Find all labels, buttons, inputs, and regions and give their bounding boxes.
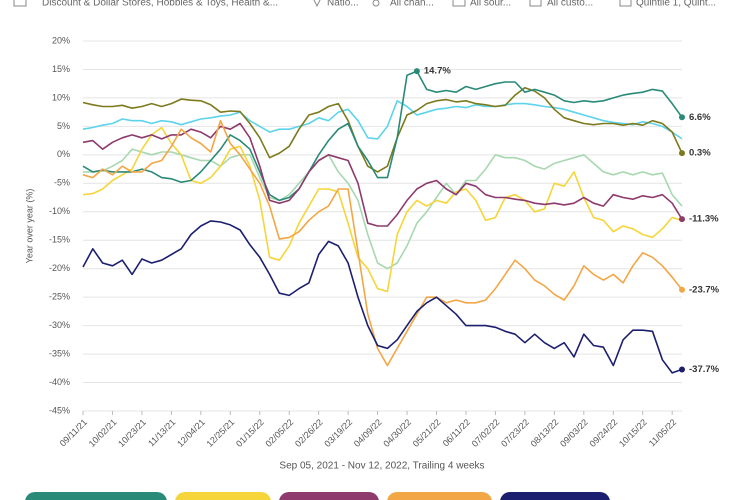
- series-line: [82, 119, 683, 367]
- value-label: -37.7%: [689, 364, 720, 375]
- filter[interactable]: Discount & Dollar Stores, Hobbies & Toys…: [42, 0, 278, 9]
- y-tick-label: -35%: [49, 348, 70, 358]
- x-tick-label: 07/23/22: [499, 417, 531, 449]
- value-label: 6.6%: [689, 112, 711, 123]
- series-line: [82, 70, 683, 202]
- x-tick-label: 03/19/22: [322, 417, 354, 449]
- x-tick-label: 09/03/22: [558, 417, 590, 449]
- y-tick-label: -15%: [49, 235, 70, 245]
- x-tick-label: 10/23/21: [116, 417, 148, 449]
- icon: [313, 0, 321, 8]
- series-line: [82, 220, 683, 374]
- value-label: 0.3%: [689, 148, 711, 159]
- x-tick-label: 05/21/22: [411, 417, 443, 449]
- point-marker: [679, 114, 685, 121]
- filter[interactable]: Natio...: [327, 0, 359, 9]
- y-tick-label: 15%: [52, 64, 70, 74]
- value-label: -11.3%: [689, 214, 719, 225]
- y-tick-label: -20%: [49, 263, 70, 273]
- point-marker: [679, 366, 685, 373]
- x-axis-label: Sep 05, 2021 - Nov 12, 2022, Trailing 4 …: [279, 461, 484, 472]
- x-tick-label: 11/13/21: [146, 417, 177, 448]
- x-tick-label: 01/15/22: [234, 417, 266, 449]
- legend-button[interactable]: [279, 492, 379, 500]
- point-marker: [679, 216, 685, 223]
- y-tick-label: -45%: [49, 405, 70, 415]
- x-tick-label: 09/11/21: [58, 417, 89, 448]
- icon: [452, 0, 466, 7]
- filter[interactable]: All chan...: [390, 0, 434, 9]
- value-label: -23.7%: [689, 284, 720, 295]
- y-axis-label: Year over year (%): [24, 189, 34, 264]
- x-tick-label: 04/30/22: [381, 417, 413, 449]
- legend-button[interactable]: [387, 492, 492, 500]
- legend: [25, 492, 610, 500]
- x-tick-label: 06/11/22: [441, 417, 472, 448]
- point-marker: [679, 286, 685, 293]
- icon: [372, 0, 380, 7]
- y-tick-label: 5%: [57, 121, 70, 131]
- x-tick-label: 10/15/22: [617, 417, 649, 449]
- series-line: [83, 148, 683, 270]
- filter[interactable]: All custo...: [547, 0, 593, 9]
- x-tick-label: 11/05/22: [647, 417, 678, 448]
- y-tick-label: 10%: [52, 92, 70, 102]
- icon: [13, 0, 27, 7]
- series-line: [82, 86, 683, 173]
- x-tick-label: 09/24/22: [588, 417, 620, 449]
- value-label: 14.7%: [424, 66, 451, 77]
- series-line: [82, 126, 683, 293]
- series-line: [82, 100, 683, 140]
- x-tick-label: 02/26/22: [293, 417, 325, 449]
- legend-button[interactable]: [25, 492, 167, 500]
- y-tick-label: -40%: [49, 377, 70, 387]
- filter[interactable]: All sour...: [470, 0, 511, 9]
- point-marker: [413, 68, 420, 75]
- x-tick-label: 12/04/21: [175, 417, 207, 449]
- y-tick-label: -5%: [54, 178, 70, 188]
- x-tick-label: 07/02/22: [470, 417, 502, 449]
- y-tick-label: -25%: [49, 292, 70, 302]
- x-tick-label: 04/09/22: [352, 417, 384, 449]
- filter[interactable]: Quintile 1, Quint...: [636, 0, 716, 9]
- point-marker: [679, 150, 685, 157]
- y-tick-label: 20%: [52, 35, 70, 45]
- y-tick-label: -30%: [49, 320, 70, 330]
- x-tick-label: 10/02/21: [87, 417, 119, 449]
- x-tick-label: 08/13/22: [529, 417, 561, 449]
- y-tick-label: 0%: [57, 149, 70, 159]
- toolbar: Discount & Dollar Stores, Hobbies & Toys…: [13, 0, 716, 9]
- legend-button[interactable]: [500, 492, 610, 500]
- icon: [529, 0, 542, 7]
- icon: [619, 0, 632, 7]
- series-line: [82, 122, 683, 227]
- legend-button[interactable]: [175, 492, 271, 500]
- x-tick-label: 02/05/22: [263, 417, 295, 449]
- y-tick-label: -10%: [49, 206, 70, 216]
- x-tick-label: 12/25/21: [205, 417, 237, 449]
